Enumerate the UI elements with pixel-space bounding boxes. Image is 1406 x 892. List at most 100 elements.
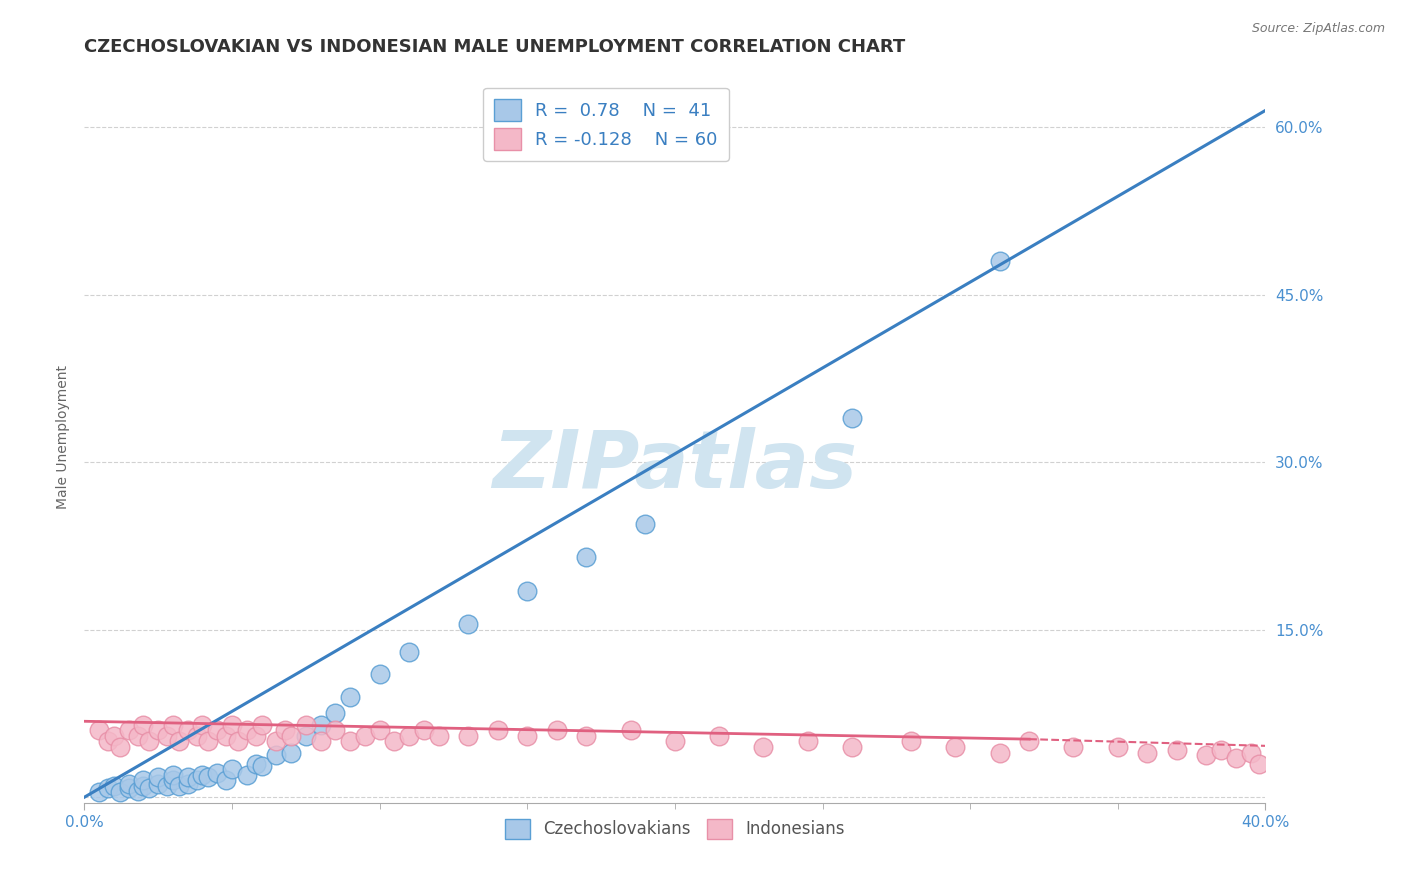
Point (118, 781, 141, 796)
Point (156, 729, 179, 743)
Y-axis label: Male Unemployment: Male Unemployment (56, 365, 70, 509)
Point (1225, 751, 1247, 765)
Point (309, 717, 332, 731)
Point (841, 739, 863, 754)
Point (486, 723, 509, 738)
Point (575, 729, 598, 743)
Point (274, 723, 297, 738)
Point (118, 723, 141, 738)
Point (226, 734, 249, 748)
Point (988, 254, 1011, 268)
Point (127, 729, 149, 743)
Point (382, 734, 406, 748)
Point (186, 773, 208, 788)
Point (148, 723, 170, 738)
Point (295, 717, 318, 731)
Point (132, 779, 155, 793)
Point (516, 729, 538, 743)
Point (457, 729, 479, 743)
Point (197, 770, 219, 784)
Point (103, 729, 125, 743)
Point (177, 777, 200, 791)
Point (1249, 756, 1271, 771)
Point (546, 723, 568, 738)
Point (398, 645, 420, 659)
Point (103, 779, 125, 793)
Point (156, 779, 179, 793)
Point (457, 617, 479, 632)
Point (575, 550, 598, 565)
Point (186, 729, 208, 743)
Point (250, 717, 273, 731)
Point (87, 723, 111, 738)
Point (245, 729, 267, 743)
Point (634, 516, 657, 531)
Point (162, 768, 184, 782)
Point (245, 756, 267, 771)
Point (1211, 743, 1233, 757)
Point (138, 734, 160, 748)
Point (221, 717, 243, 731)
Point (1195, 747, 1218, 762)
Point (945, 739, 967, 754)
Point (97, 781, 120, 796)
Point (1107, 739, 1129, 754)
Point (325, 723, 347, 738)
Point (988, 746, 1011, 760)
Point (250, 759, 273, 773)
Point (709, 729, 731, 743)
Point (215, 729, 238, 743)
Point (1240, 746, 1263, 760)
Point (132, 717, 155, 731)
Point (325, 706, 347, 721)
Text: ZIPatlas: ZIPatlas (492, 427, 858, 506)
Point (236, 768, 259, 782)
Point (427, 729, 450, 743)
Point (177, 723, 200, 738)
Point (280, 729, 302, 743)
Point (1063, 739, 1085, 754)
Point (191, 717, 214, 731)
Point (1136, 746, 1159, 760)
Point (516, 583, 538, 598)
Legend: Czechoslovakians, Indonesians: Czechoslovakians, Indonesians (498, 812, 852, 846)
Point (1018, 734, 1040, 748)
Point (266, 747, 288, 762)
Point (797, 734, 820, 748)
Point (191, 768, 214, 782)
Point (752, 739, 775, 754)
Point (368, 667, 391, 681)
Point (413, 723, 436, 738)
Point (148, 770, 170, 784)
Point (167, 779, 190, 793)
Point (664, 734, 686, 748)
Point (138, 781, 160, 796)
Point (236, 723, 259, 738)
Point (280, 746, 302, 760)
Point (620, 723, 643, 738)
Point (108, 784, 131, 798)
Point (207, 723, 229, 738)
Point (215, 773, 238, 788)
Text: Source: ZipAtlas.com: Source: ZipAtlas.com (1251, 22, 1385, 36)
Point (398, 729, 420, 743)
Point (207, 765, 229, 780)
Point (900, 734, 922, 748)
Point (97, 734, 120, 748)
Point (295, 729, 318, 743)
Point (148, 777, 170, 791)
Point (162, 717, 184, 731)
Point (108, 739, 131, 754)
Point (127, 783, 149, 797)
Text: CZECHOSLOVAKIAN VS INDONESIAN MALE UNEMPLOYMENT CORRELATION CHART: CZECHOSLOVAKIAN VS INDONESIAN MALE UNEMP… (84, 38, 905, 56)
Point (162, 773, 184, 788)
Point (197, 734, 219, 748)
Point (339, 734, 361, 748)
Point (221, 762, 243, 776)
Point (339, 690, 361, 704)
Point (354, 729, 377, 743)
Point (87, 784, 111, 798)
Point (841, 410, 863, 425)
Point (266, 734, 288, 748)
Point (118, 777, 141, 791)
